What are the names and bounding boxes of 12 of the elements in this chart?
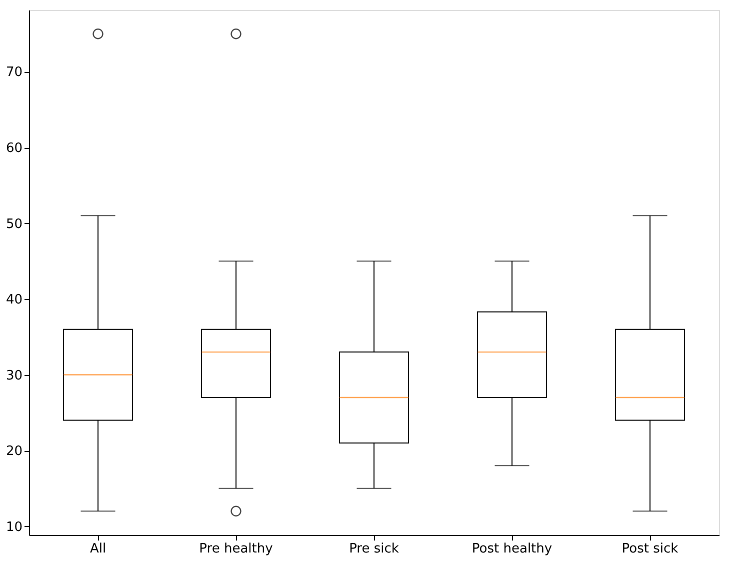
y-tick-label: 60: [6, 141, 22, 156]
y-tick-label: 10: [6, 520, 22, 535]
x-tick-label: Pre sick: [349, 542, 400, 556]
y-tick-label: 50: [6, 216, 22, 232]
x-tick-label: Post healthy: [472, 542, 552, 556]
x-tick-label: Post sick: [622, 542, 679, 556]
x-tick-label: All: [90, 542, 106, 556]
y-tick-label: 30: [6, 368, 22, 384]
y-tick-label: 40: [6, 292, 22, 308]
x-tick-label: Pre healthy: [199, 542, 274, 556]
y-tick-label: 20: [6, 444, 22, 460]
y-tick-label: 70: [6, 65, 22, 80]
